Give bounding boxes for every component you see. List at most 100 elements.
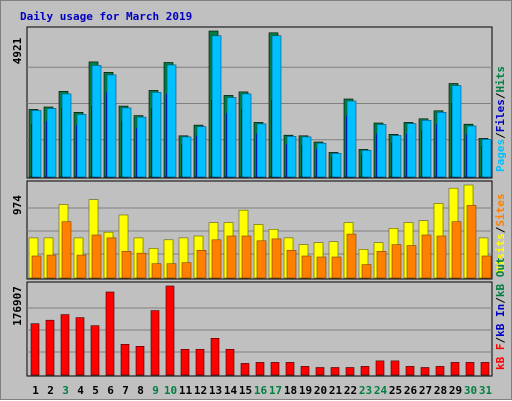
bar-sites: [46, 254, 57, 279]
bar-kb-f: [90, 325, 100, 376]
bar-kb-f: [165, 285, 175, 376]
x-tick-label: 19: [299, 384, 312, 397]
bar-kb-f: [270, 362, 280, 376]
legend-item: /: [494, 297, 507, 304]
legend-item: /: [494, 337, 507, 344]
bar-kb-f: [225, 348, 235, 376]
x-tick-label: 26: [404, 384, 418, 397]
x-tick-label: 31: [479, 384, 493, 397]
bar-sites: [256, 240, 267, 279]
bar-pages: [121, 107, 132, 178]
bar-pages: [286, 136, 297, 178]
bar-sites: [166, 263, 177, 279]
bar-pages: [466, 125, 477, 178]
bar-sites: [331, 256, 342, 279]
bar-sites: [91, 234, 102, 279]
bar-pages: [391, 135, 402, 178]
x-tick-label: 10: [164, 384, 177, 397]
x-tick-label: 24: [374, 384, 388, 397]
legend-item: kB In: [494, 304, 507, 337]
bar-sites: [241, 235, 252, 279]
bar-sites: [271, 238, 282, 279]
bar-kb-f: [480, 362, 490, 376]
bar-kb-f: [420, 367, 430, 376]
bar-sites: [481, 255, 492, 279]
bar-pages: [181, 136, 192, 178]
bar-kb-f: [60, 314, 70, 376]
bar-sites: [316, 256, 327, 279]
x-tick-label: 21: [329, 384, 343, 397]
panel-kbytes-max-label: 176907: [11, 286, 24, 326]
bar-sites: [136, 252, 147, 279]
x-tick-label: 18: [284, 384, 297, 397]
bar-kb-f: [435, 366, 445, 376]
bar-sites: [181, 262, 192, 279]
bar-sites: [466, 205, 477, 279]
x-tick-label: 8: [137, 384, 144, 397]
bar-kb-f: [210, 337, 220, 376]
bar-sites: [301, 255, 312, 279]
bar-pages: [481, 139, 492, 178]
x-tick-label: 5: [92, 384, 99, 397]
x-tick-label: 6: [107, 384, 114, 397]
bar-sites: [286, 250, 297, 279]
bar-kb-f: [240, 363, 250, 376]
bar-sites: [61, 221, 72, 279]
bar-kb-f: [300, 366, 310, 376]
bar-pages: [136, 116, 147, 178]
bar-kb-f: [405, 366, 415, 376]
bar-pages: [106, 74, 117, 178]
x-tick-label: 4: [77, 384, 84, 397]
bar-pages: [196, 126, 207, 178]
x-tick-label: 29: [449, 384, 462, 397]
legend-item: /: [494, 132, 507, 139]
bar-kb-f: [105, 291, 115, 376]
legend-item: /: [494, 226, 507, 233]
bar-kb-f: [45, 319, 55, 376]
bar-kb-f: [345, 367, 355, 376]
bar-pages: [151, 92, 162, 178]
bar-pages: [76, 114, 87, 178]
bar-pages: [436, 112, 447, 178]
bar-pages: [226, 97, 237, 178]
bar-kb-f: [315, 367, 325, 376]
x-tick-label: 9: [152, 384, 159, 397]
bar-pages: [361, 150, 372, 178]
x-tick-label: 22: [344, 384, 357, 397]
bar-sites: [391, 244, 402, 279]
panel-visits-max-label: 974: [11, 195, 24, 215]
bar-kb-f: [180, 348, 190, 376]
legend-item: kB Out: [494, 257, 507, 297]
x-tick-label: 13: [209, 384, 222, 397]
bar-sites: [361, 264, 372, 279]
bar-pages: [211, 35, 222, 178]
bar-pages: [241, 93, 252, 178]
bar-pages: [256, 123, 267, 178]
bar-kb-f: [465, 362, 475, 376]
bar-sites: [226, 235, 237, 279]
x-tick-label: 15: [239, 384, 252, 397]
bar-sites: [451, 221, 462, 279]
bar-sites: [31, 255, 42, 279]
bar-sites: [196, 250, 207, 279]
bar-sites: [376, 251, 387, 279]
legend-item: Pages: [494, 139, 507, 172]
panel-visits-legend: Visits/Sites: [494, 194, 507, 274]
bar-kb-f: [375, 360, 385, 376]
panel-hits-max-label: 4921: [11, 37, 24, 64]
panel-kbytes-box: [26, 281, 493, 377]
bar-kb-f: [120, 343, 130, 376]
bar-sites: [76, 254, 87, 279]
x-tick-label: 30: [464, 384, 477, 397]
bar-pages: [61, 93, 72, 178]
chart-title: Daily usage for March 2019: [20, 10, 192, 23]
bar-pages: [166, 64, 177, 178]
legend-item: Hits: [494, 66, 507, 93]
bar-pages: [301, 136, 312, 178]
bar-pages: [346, 100, 357, 178]
bar-kb-f: [330, 367, 340, 376]
